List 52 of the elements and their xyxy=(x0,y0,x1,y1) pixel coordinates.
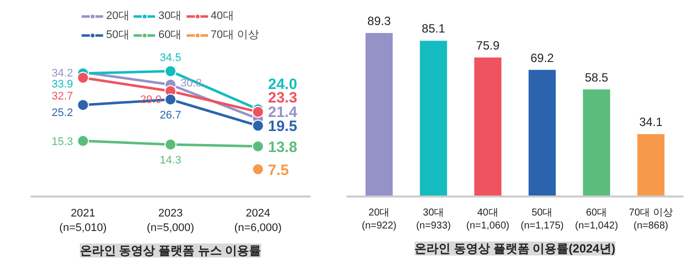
x-tick-label: 2021 (n=5,010) xyxy=(59,208,107,234)
legend-label: 40대 xyxy=(210,9,234,23)
bar xyxy=(582,89,610,196)
x-tick-label: 50대 (n=1,175) xyxy=(520,208,564,232)
x-tick-label: 70대 이상 (n=868) xyxy=(628,208,673,232)
data-label: 19.5 xyxy=(268,118,298,136)
data-label: 15.3 xyxy=(52,136,74,148)
legend-label: 70대 이상 xyxy=(210,28,259,42)
point xyxy=(164,138,176,151)
data-label: 75.9 xyxy=(476,38,500,53)
data-label: 33.9 xyxy=(52,78,74,90)
data-label: 14.3 xyxy=(160,154,182,167)
text: 온라인 동영상 플랫폼 이용률(2024년) xyxy=(414,242,616,256)
bar xyxy=(474,58,502,196)
point xyxy=(77,72,89,84)
x-tick-label: 2024 (n=6,000) xyxy=(234,208,282,234)
data-label: 7.5 xyxy=(268,162,289,179)
data-label: 34.5 xyxy=(160,52,182,64)
data-label: 21.4 xyxy=(268,104,298,121)
point xyxy=(164,94,176,106)
data-label: 58.5 xyxy=(584,70,609,84)
point xyxy=(252,140,264,152)
bar xyxy=(420,40,448,196)
bar xyxy=(528,70,556,196)
text: 온라인 동영상 플랫폼 뉴스 이용률 xyxy=(80,244,262,258)
x-tick-label: 20대 (n=922) xyxy=(362,208,396,232)
bar xyxy=(637,134,664,196)
data-label: 89.3 xyxy=(367,14,392,28)
legend-label: 30대 xyxy=(158,9,182,23)
x-tick-label: 40대 (n=1,060) xyxy=(466,208,510,232)
data-label: 34.1 xyxy=(639,115,663,130)
point xyxy=(164,65,176,78)
legend-label: 50대 xyxy=(106,28,130,42)
data-label: 26.7 xyxy=(160,110,182,122)
data-label: 69.2 xyxy=(530,50,554,65)
data-label: 13.8 xyxy=(268,138,298,156)
data-label: 30.8 xyxy=(180,78,202,90)
point xyxy=(252,120,264,132)
x-tick-label: 60대 (n=1,042) xyxy=(574,208,618,232)
data-label: 32.7 xyxy=(52,90,74,102)
legend-label: 60대 xyxy=(158,28,182,42)
bar xyxy=(366,33,393,196)
point xyxy=(252,106,264,118)
point xyxy=(77,98,89,111)
legend-label: 20대 xyxy=(106,9,130,23)
data-label: 25.2 xyxy=(52,106,74,119)
point xyxy=(252,163,264,176)
x-tick-label: 30대 (n=933) xyxy=(416,208,451,232)
data-label: 34.2 xyxy=(52,67,74,80)
data-label: 85.1 xyxy=(422,22,446,36)
x-tick-label: 2023 (n=5,000) xyxy=(146,208,194,234)
point xyxy=(77,134,89,147)
